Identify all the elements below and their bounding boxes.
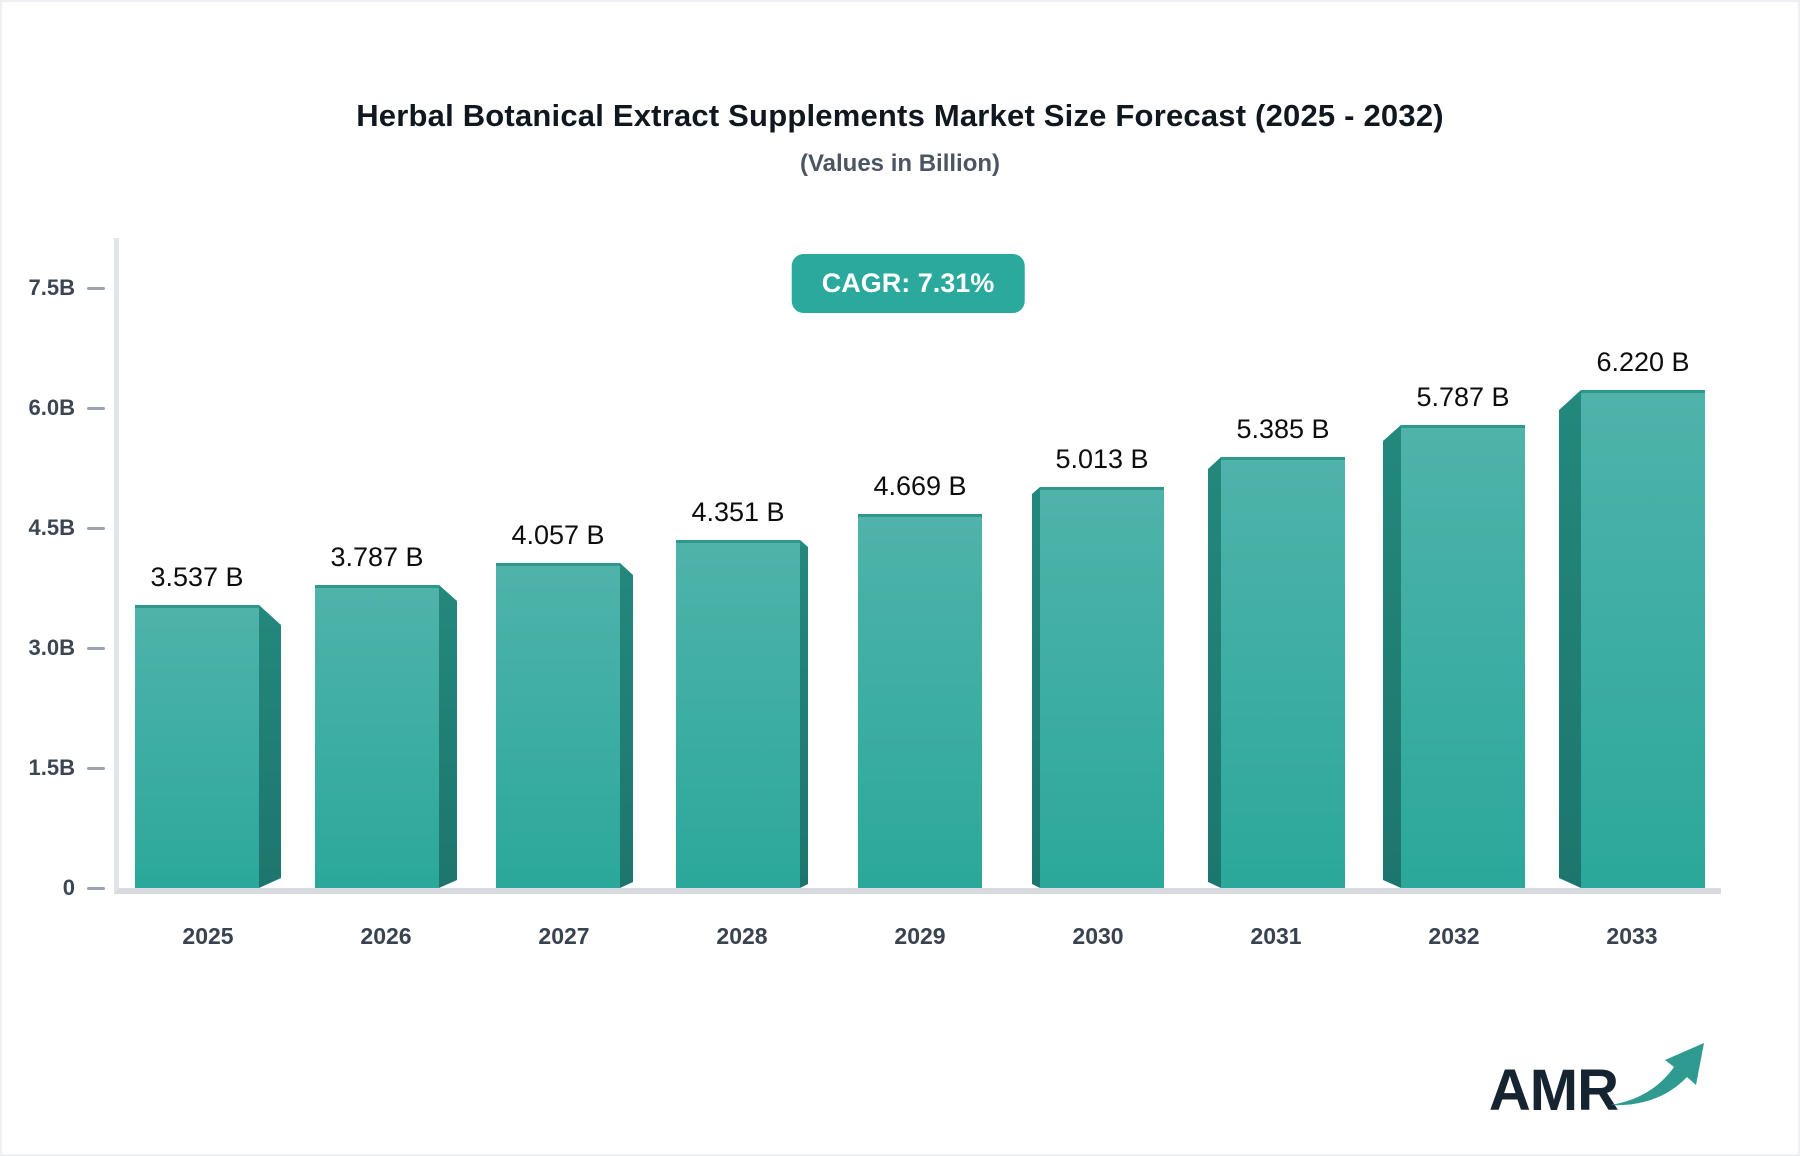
x-tick-label-2033: 2033 [1606, 923, 1658, 949]
bar-2025[interactable] [135, 605, 259, 888]
y-tick-dash [87, 287, 105, 290]
trend-arrow-path [1610, 1043, 1704, 1106]
bar-group-2031: 5.385 B 2031 [1187, 238, 1365, 949]
x-tick-label-2031: 2031 [1250, 923, 1302, 949]
bar-value-label-2025: 3.537 B [150, 562, 244, 592]
y-tick-label: 3.0B [28, 635, 75, 660]
plot-area: 7.5B 6.0B 4.5B 3.0B 1.5B 0 3.537 B 2025 3.787 B 2… [29, 238, 1721, 949]
bar-value-label-2027: 4.057 B [511, 520, 605, 550]
bar-2026[interactable] [315, 585, 439, 888]
bar-2031[interactable] [1221, 457, 1345, 888]
bar-group-2026: 3.787 B 2026 [297, 238, 475, 949]
y-tick-dash [87, 647, 105, 650]
y-tick-label: 6.0B [28, 395, 75, 420]
bar-2028[interactable] [676, 540, 800, 888]
x-tick-label-2027: 2027 [538, 923, 590, 949]
trend-up-arrow-icon [1608, 1025, 1712, 1118]
bar-value-label-2028: 4.351 B [691, 497, 785, 527]
y-tick-dash [87, 887, 105, 890]
x-tick-label-2029: 2029 [894, 923, 946, 949]
cagr-badge: CAGR: 7.31% [791, 254, 1025, 313]
bar-2029[interactable] [858, 514, 982, 888]
bar-group-2033: 6.220 B 2033 [1543, 238, 1721, 949]
bar-side-2030 [1032, 487, 1040, 888]
x-tick-label-2026: 2026 [360, 923, 412, 949]
y-tick-label: 7.5B [28, 275, 75, 300]
bar-value-label-2032: 5.787 B [1416, 382, 1510, 412]
bar-value-label-2030: 5.013 B [1055, 444, 1149, 474]
bar-side-2026 [439, 585, 457, 888]
amr-logo: AMR [1489, 1025, 1712, 1120]
bar-group-2032: 5.787 B 2032 [1365, 238, 1543, 949]
bar-side-2033 [1559, 390, 1581, 888]
bar-2030[interactable] [1040, 487, 1164, 888]
x-tick-label-2032: 2032 [1428, 923, 1480, 949]
bar-group-2030: 5.013 B 2030 [1009, 238, 1187, 949]
chart-subtitle: (Values in Billion) [799, 150, 1001, 177]
bar-value-label-2026: 3.787 B [330, 542, 424, 572]
bar-side-2032 [1383, 425, 1401, 888]
bar-value-label-2031: 5.385 B [1236, 414, 1330, 444]
bar-side-2027 [620, 563, 633, 888]
bar-group-2028: 4.351 B 2028 [653, 238, 831, 949]
y-tick-dash [87, 767, 105, 770]
bar-value-label-2029: 4.669 B [873, 471, 967, 501]
y-tick-label: 0 [62, 875, 75, 900]
bar-side-2031 [1208, 457, 1221, 888]
y-tick-dash [87, 407, 105, 410]
x-tick-label-2030: 2030 [1072, 923, 1124, 949]
bar-group-2029: 4.669 B 2029 [831, 238, 1009, 949]
chart-title: Herbal Botanical Extract Supplements Mar… [356, 98, 1444, 133]
bar-2027[interactable] [496, 563, 620, 888]
bar-side-2025 [259, 605, 281, 888]
bar-2032[interactable] [1401, 425, 1525, 888]
bar-value-label-2033: 6.220 B [1596, 347, 1690, 377]
bar-side-2028 [800, 540, 808, 888]
bar-2033[interactable] [1581, 390, 1705, 888]
bar-group-2027: 4.057 B 2027 [475, 238, 653, 949]
y-tick-dash [87, 527, 105, 530]
x-tick-label-2028: 2028 [716, 923, 768, 949]
bar-group-2025: 3.537 B 2025 [119, 238, 297, 949]
x-tick-label-2025: 2025 [182, 923, 234, 949]
y-tick-label: 4.5B [28, 515, 75, 540]
y-tick-label: 1.5B [28, 755, 75, 780]
amr-logo-text: AMR [1488, 1058, 1619, 1123]
